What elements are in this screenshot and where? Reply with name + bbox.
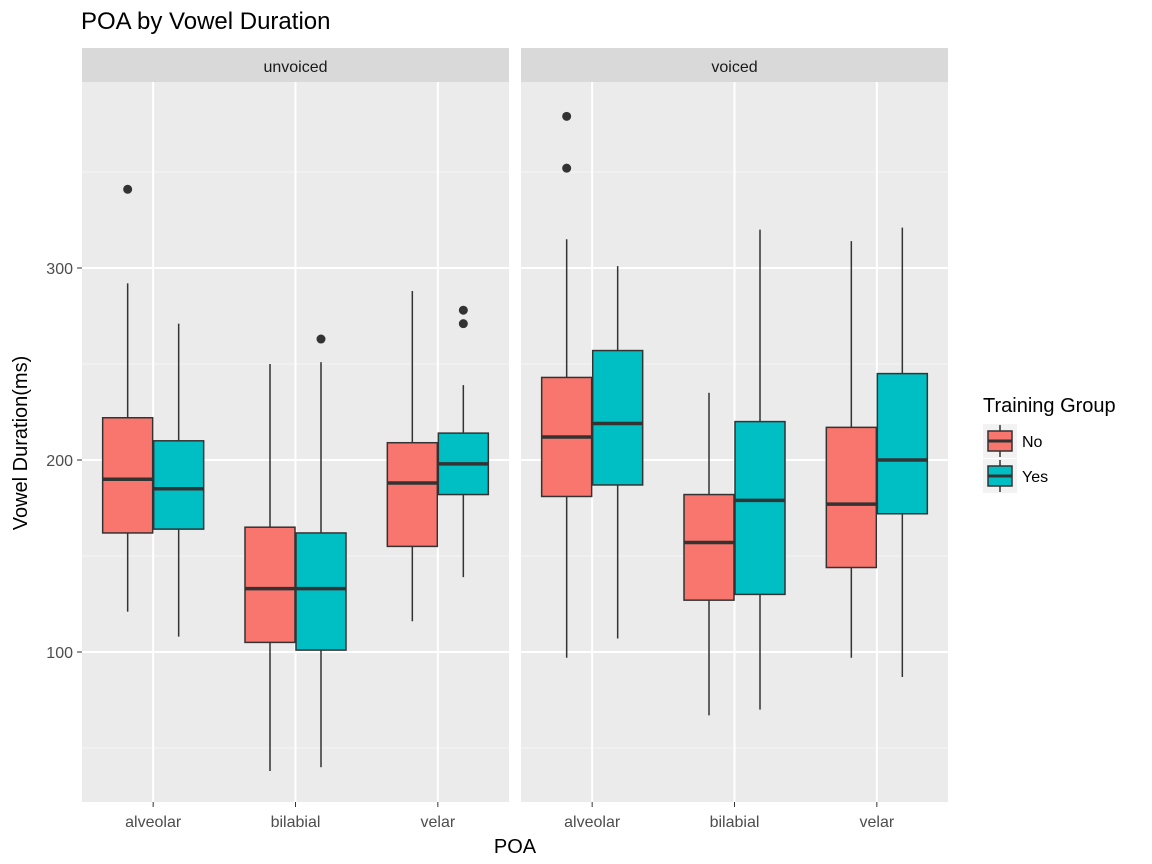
legend-title: Training Group bbox=[983, 395, 1116, 417]
boxplot-velar-yes bbox=[876, 227, 929, 677]
facet-strip bbox=[82, 48, 509, 82]
boxplot-alveolar-no bbox=[101, 184, 154, 612]
x-tick-label: velar bbox=[859, 814, 894, 831]
box bbox=[825, 426, 878, 569]
facet-strip bbox=[521, 48, 948, 82]
boxplot-bilabial-no bbox=[683, 392, 735, 716]
legend: Training Group No Yes bbox=[983, 395, 1116, 493]
y-tick-label: 100 bbox=[46, 645, 73, 662]
x-tick-label: bilabial bbox=[710, 814, 760, 831]
boxplot-bilabial-yes bbox=[734, 229, 786, 710]
outlier-point bbox=[458, 319, 468, 329]
boxplot-velar-no bbox=[825, 241, 878, 658]
box bbox=[244, 526, 296, 644]
y-axis-title: Vowel Duration(ms) bbox=[10, 356, 32, 531]
outlier-point bbox=[458, 305, 468, 315]
box bbox=[101, 417, 154, 534]
y-tick-label: 200 bbox=[46, 453, 73, 470]
chart-title: POA by Vowel Duration bbox=[81, 8, 330, 35]
outlier-point bbox=[123, 184, 133, 194]
boxplot-bilabial-yes bbox=[295, 334, 347, 768]
legend-label: Yes bbox=[1022, 469, 1048, 486]
x-axis-title: POA bbox=[494, 836, 537, 858]
box bbox=[876, 372, 929, 515]
boxplot-alveolar-yes bbox=[152, 323, 205, 637]
boxplot-velar-no bbox=[386, 291, 439, 622]
legend-key-no bbox=[983, 424, 1017, 458]
outlier-point bbox=[316, 334, 326, 344]
y-tick-label: 300 bbox=[46, 261, 73, 278]
box bbox=[152, 440, 205, 530]
x-tick-label: bilabial bbox=[271, 814, 321, 831]
facet-strip-label: voiced bbox=[711, 59, 757, 76]
facet-strip-label: unvoiced bbox=[263, 59, 327, 76]
x-tick-label: alveolar bbox=[564, 814, 621, 831]
x-tick-label: alveolar bbox=[125, 814, 182, 831]
box bbox=[295, 532, 347, 651]
boxplot-bilabial-no bbox=[244, 364, 296, 772]
box bbox=[591, 349, 644, 486]
outlier-point bbox=[562, 163, 572, 173]
boxplot-velar-yes bbox=[437, 305, 490, 578]
legend-label: No bbox=[1022, 434, 1043, 451]
boxplot-alveolar-yes bbox=[591, 266, 644, 639]
boxplot-alveolar-no bbox=[540, 111, 593, 658]
outlier-point bbox=[562, 111, 572, 121]
legend-key-yes bbox=[983, 459, 1017, 493]
plot-area: unvoiced alveolar bilabial velar voiced alveo… bbox=[46, 48, 948, 831]
x-tick-label: velar bbox=[420, 814, 455, 831]
box bbox=[386, 441, 439, 548]
box bbox=[683, 493, 735, 601]
box bbox=[734, 420, 786, 596]
